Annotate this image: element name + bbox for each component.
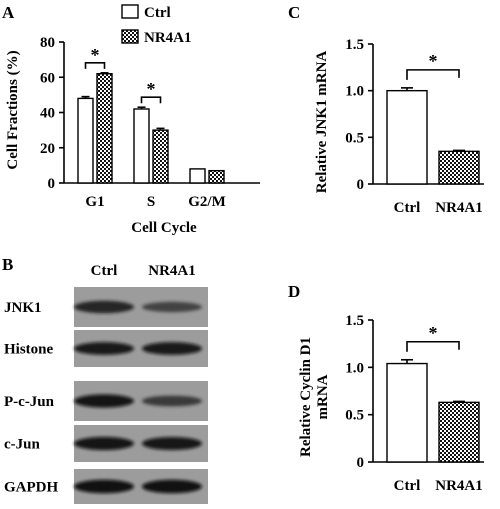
cell-cycle-category-label: S (147, 194, 155, 210)
cell-cycle-x-axis-title: Cell Cycle (131, 220, 197, 236)
blot-band-jnk1-ctrl (74, 300, 134, 314)
cyclin-d1-y-tick-label: 0.5 (345, 408, 364, 424)
cell-cycle-y-tick-label: 80 (40, 35, 55, 51)
cell-cycle-category-label: G2/M (188, 194, 226, 210)
cyclin-d1-bar-ctrl (386, 362, 428, 463)
blot-row-label-jnk1: JNK1 (4, 300, 42, 316)
cell-cycle-y-tick-label: 40 (40, 106, 55, 122)
jnk1-bar-ctrl (386, 89, 428, 185)
bar-nr4a1-g1 (96, 73, 113, 184)
cyclin-d1-y-axis-title-line2: mRNA (315, 374, 331, 419)
cell-cycle-y-tick-label: 60 (40, 70, 55, 86)
bar-nr4a1-s (152, 129, 169, 184)
cell-cycle-bar-chart: Cell Fractions (%) Cell Cycle 020406080 … (5, 4, 260, 236)
blot-band-c-jun-nr4a1 (142, 436, 202, 451)
cyclin-d1-category-label: Ctrl (394, 478, 421, 494)
panel-label-c: C (288, 3, 300, 22)
blot-band-gapdh-nr4a1 (142, 479, 202, 494)
blot-column-nr4a1: NR4A1 (148, 263, 196, 279)
jnk1-bar-nr4a1 (438, 150, 480, 185)
western-blot: Ctrl NR4A1 JNK1 Histone P-c-Jun c-Jun GAPDH (4, 263, 208, 504)
cell-cycle-legend: Ctrl NR4A1 (121, 4, 192, 46)
bar-ctrl-g1 (77, 97, 94, 184)
blot-band-jnk1-nr4a1 (142, 301, 202, 313)
significance-star: * (91, 45, 100, 65)
jnk1-y-tick-label: 1.5 (345, 37, 364, 53)
blot-row-label-c-jun: c-Jun (4, 437, 40, 453)
legend-swatch-ctrl (121, 4, 139, 19)
jnk1-mrna-bar-chart: Relative JNK1 mRNA 00.51.01.5 Ctrl NR4A1 … (314, 37, 484, 216)
significance-bracket (140, 96, 162, 104)
jnk1-y-tick-label: 1.0 (345, 84, 364, 100)
cyclin-d1-y-tick-label: 1.0 (345, 360, 364, 376)
blot-band-p-c-jun-ctrl (74, 394, 134, 408)
cyclin-d1-y-tick-label: 1.5 (345, 313, 364, 329)
jnk1-category-label: NR4A1 (435, 200, 483, 216)
cell-cycle-y-tick-label: 20 (40, 141, 55, 157)
cell-cycle-category-label: G1 (85, 194, 104, 210)
legend-swatch-nr4a1 (121, 29, 139, 44)
significance-star: * (429, 51, 438, 71)
blot-band-c-jun-ctrl (74, 436, 134, 451)
significance-star: * (429, 323, 438, 343)
bar-ctrl-g2m (189, 168, 206, 184)
jnk1-y-tick-label: 0 (357, 177, 365, 193)
blot-band-gapdh-ctrl (74, 479, 134, 494)
jnk1-y-tick-label: 0.5 (345, 130, 364, 146)
cyclin-d1-mrna-bar-chart: Relative Cyclin D1 mRNA 0 0.5 1.0 1.5 Ctrl N… (298, 313, 484, 494)
panel-label-d: D (288, 282, 300, 301)
jnk1-category-label: Ctrl (394, 200, 421, 216)
cell-cycle-y-axis-title: Cell Fractions (%) (5, 50, 21, 169)
bar-ctrl-s (133, 108, 150, 184)
significance-bracket (406, 69, 460, 80)
legend-label-nr4a1: NR4A1 (144, 30, 192, 46)
significance-star: * (147, 79, 156, 99)
panel-label-a: A (2, 3, 15, 22)
significance-bracket (84, 62, 106, 69)
cell-cycle-y-tick-label: 0 (48, 176, 56, 192)
significance-bracket (406, 340, 460, 352)
blot-column-ctrl: Ctrl (91, 263, 118, 279)
jnk1-y-axis-title: Relative JNK1 mRNA (314, 51, 330, 194)
cyclin-d1-bar-nr4a1 (438, 401, 480, 463)
blot-band-p-c-jun-nr4a1 (142, 395, 202, 407)
blot-row-label-p-c-jun: P-c-Jun (4, 394, 55, 410)
blot-row-label-gapdh: GAPDH (4, 480, 58, 496)
cyclin-d1-category-label: NR4A1 (435, 478, 483, 494)
blot-band-histone-nr4a1 (142, 342, 202, 355)
cyclin-d1-y-axis-title: Relative Cyclin D1 (298, 337, 314, 457)
bar-nr4a1-g2m (208, 169, 225, 184)
cyclin-d1-y-tick-label: 0 (357, 455, 365, 471)
blot-band-histone-ctrl (74, 342, 134, 355)
blot-row-label-histone: Histone (4, 342, 54, 358)
panel-label-b: B (2, 255, 13, 274)
legend-label-ctrl: Ctrl (144, 5, 171, 21)
